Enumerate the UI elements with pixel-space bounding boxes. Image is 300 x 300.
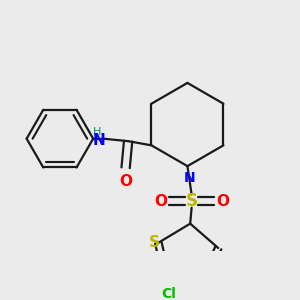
Text: S: S bbox=[186, 192, 198, 210]
Text: O: O bbox=[154, 194, 167, 208]
Text: N: N bbox=[93, 133, 106, 148]
Text: O: O bbox=[216, 194, 229, 208]
Text: Cl: Cl bbox=[161, 287, 176, 300]
Text: H: H bbox=[93, 127, 101, 137]
Text: S: S bbox=[149, 235, 160, 250]
Text: O: O bbox=[119, 174, 132, 189]
Text: N: N bbox=[183, 171, 195, 185]
